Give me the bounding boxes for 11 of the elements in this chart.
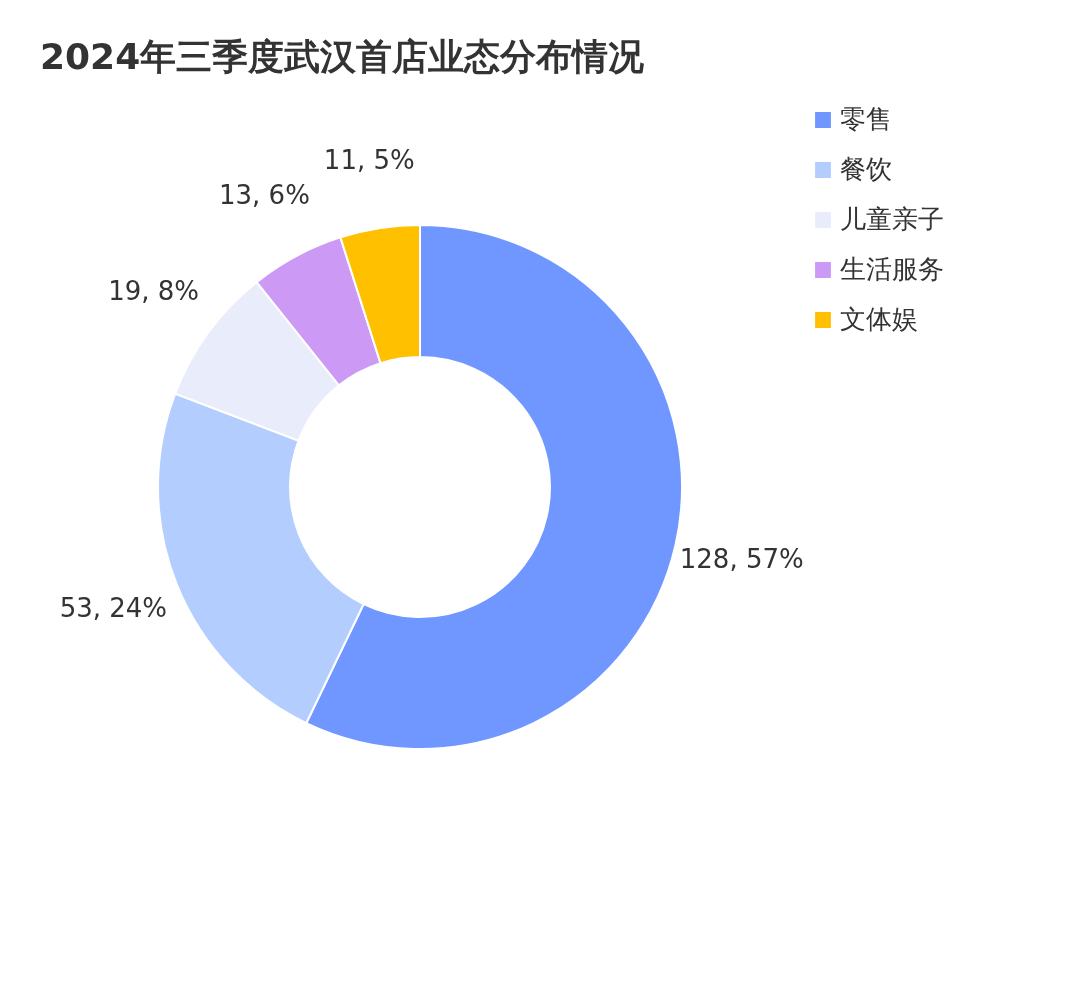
legend-label: 生活服务 xyxy=(840,254,944,284)
data-label: 53, 24% xyxy=(59,593,168,623)
data-label: 11, 5% xyxy=(323,144,415,175)
data-label: 13, 6% xyxy=(219,179,310,210)
legend-label: 儿童亲子 xyxy=(840,204,944,234)
legend-label: 零售 xyxy=(840,104,892,134)
legend-label: 文体娱 xyxy=(840,304,918,334)
chart-title: 2024年三季度武汉首店业态分布情况 xyxy=(40,36,645,77)
legend-label: 餐饮 xyxy=(840,154,892,184)
data-label: 19, 8% xyxy=(108,276,200,307)
data-label: 128, 57% xyxy=(679,544,804,575)
